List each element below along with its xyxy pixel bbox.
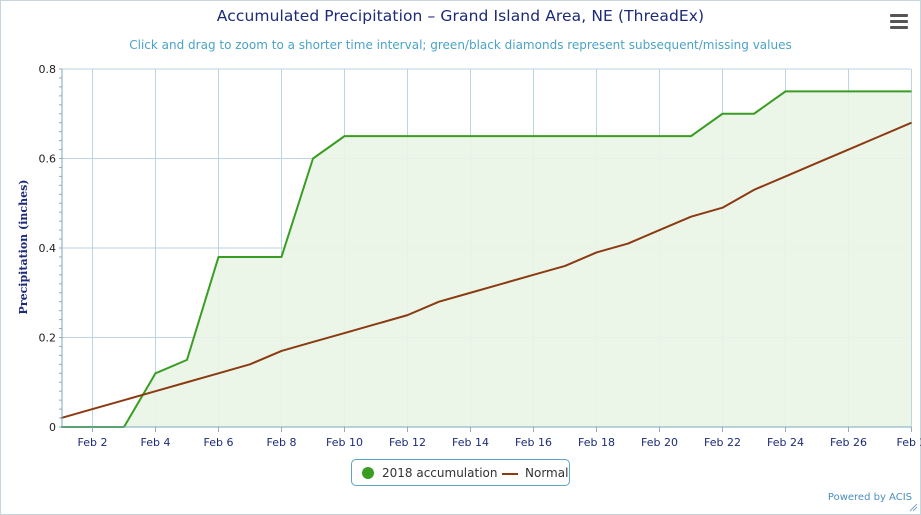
y-tick-label: 0.6 xyxy=(39,153,57,166)
hamburger-menu-icon[interactable] xyxy=(890,14,908,30)
x-tick-label: Feb 16 xyxy=(515,436,552,449)
legend-marker-normal xyxy=(502,473,518,475)
x-tick-label: Feb 22 xyxy=(704,436,741,449)
y-axis-label: Precipitation (inches) xyxy=(17,180,30,315)
legend-label-accumulation: 2018 accumulation xyxy=(382,466,498,480)
x-tick-label: Feb 2 xyxy=(897,436,921,449)
y-tick-label: 0.2 xyxy=(39,332,57,345)
x-tick-label: Feb 24 xyxy=(767,436,804,449)
accumulation-area xyxy=(62,91,911,427)
x-tick-label: Feb 26 xyxy=(830,436,867,449)
y-tick-label: 0.8 xyxy=(39,63,57,76)
resize-handle-icon[interactable] xyxy=(908,502,918,512)
y-tick-label: 0.4 xyxy=(39,242,57,255)
x-tick-label: Feb 2 xyxy=(78,436,108,449)
x-tick-label: Feb 18 xyxy=(578,436,615,449)
legend-label-normal: Normal xyxy=(525,466,569,480)
x-tick-label: Feb 12 xyxy=(389,436,426,449)
credit-link[interactable]: Powered by ACIS xyxy=(827,492,912,503)
legend-marker-accumulation xyxy=(362,467,374,479)
normal-line xyxy=(60,121,912,420)
chart-legend: 2018 accumulation Normal xyxy=(351,459,570,486)
chart-title: Accumulated Precipitation – Grand Island… xyxy=(216,7,705,25)
x-tick-label: Feb 14 xyxy=(452,436,489,449)
chart-subtitle: Click and drag to zoom to a shorter time… xyxy=(129,38,792,52)
x-tick-label: Feb 4 xyxy=(141,436,171,449)
x-tick-label: Feb 8 xyxy=(267,436,297,449)
accumulation-line xyxy=(61,90,912,428)
x-tick-label: Feb 6 xyxy=(204,436,234,449)
x-tick-label: Feb 10 xyxy=(326,436,363,449)
y-tick-label: 0 xyxy=(49,421,56,434)
x-tick-label: Feb 20 xyxy=(641,436,678,449)
